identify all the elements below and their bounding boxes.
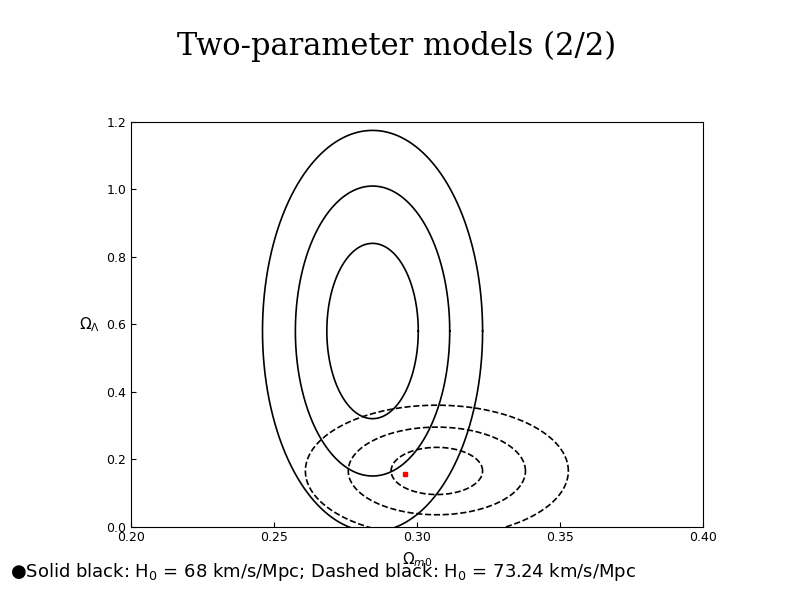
Text: ●Solid black: H$_0$ = 68 km/s/Mpc; Dashed black: H$_0$ = 73.24 km/s/Mpc: ●Solid black: H$_0$ = 68 km/s/Mpc; Dashe…: [10, 562, 635, 583]
Y-axis label: $\Omega_\Lambda$: $\Omega_\Lambda$: [79, 315, 100, 334]
Text: Two-parameter models (2/2): Two-parameter models (2/2): [177, 32, 617, 62]
X-axis label: $\Omega_{m0}$: $\Omega_{m0}$: [402, 550, 432, 569]
